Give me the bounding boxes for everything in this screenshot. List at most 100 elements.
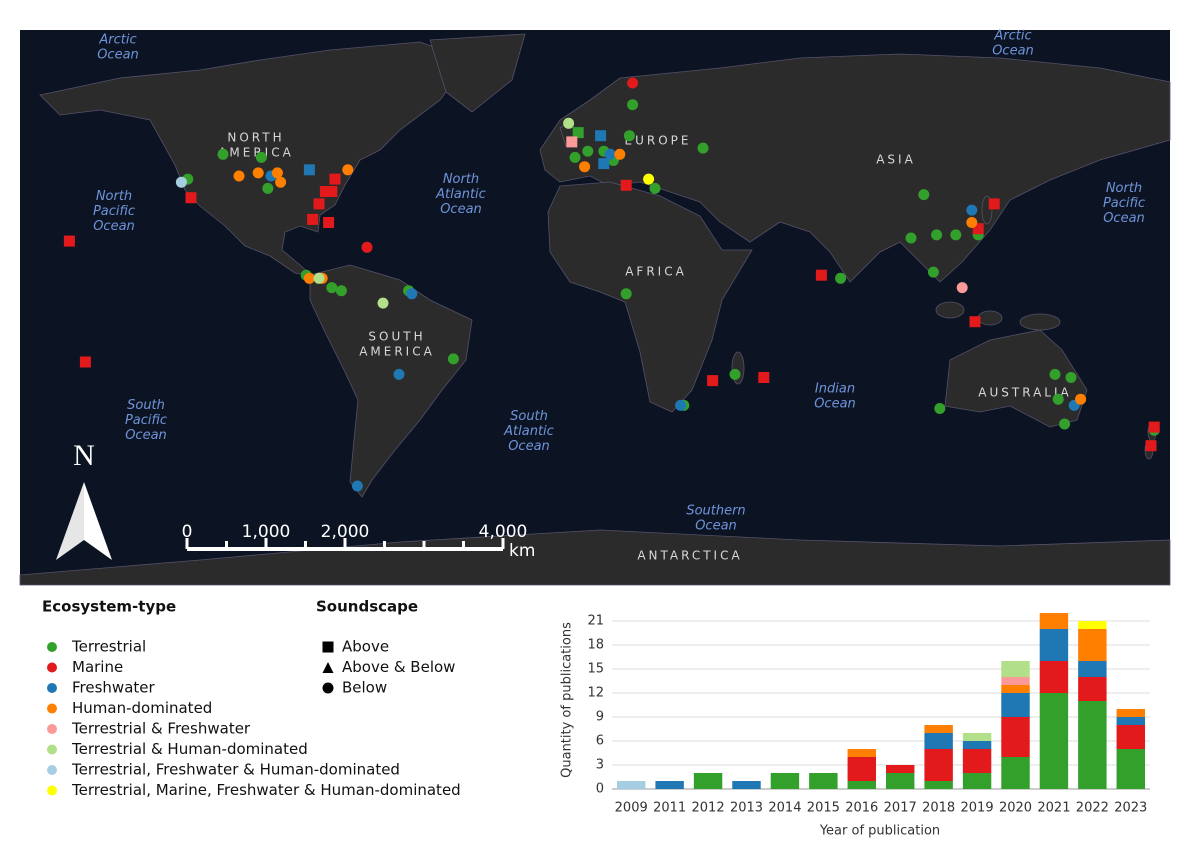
legend-label: Terrestrial (71, 638, 146, 656)
continent-label: ASIA (876, 153, 916, 167)
bar-segment (962, 741, 992, 749)
marker (326, 282, 338, 294)
bar-segment (847, 781, 877, 789)
legend-title: Soundscape (316, 598, 418, 616)
bar-segment (1078, 661, 1107, 677)
marker (934, 403, 946, 414)
marker (579, 161, 591, 173)
bar-segment (924, 733, 953, 749)
marker (307, 213, 319, 225)
bar-segment (770, 773, 800, 789)
bar-segment (1078, 701, 1107, 789)
x-axis-label: Year of publication (819, 824, 940, 839)
marker (969, 316, 981, 328)
bar-segment (1116, 717, 1146, 725)
marker (185, 192, 197, 204)
marker (572, 127, 584, 139)
marker (620, 288, 632, 300)
marker (447, 353, 459, 365)
bar-segment (847, 757, 877, 781)
north-america (39, 41, 471, 277)
island (1019, 313, 1061, 331)
bar-segment (962, 773, 992, 789)
bar-segment (1039, 629, 1069, 661)
legend-swatch (47, 765, 57, 775)
legend-label: Below (342, 679, 387, 697)
y-tick-label: 12 (587, 686, 604, 701)
marker (918, 189, 930, 201)
ocean-label: Southern Ocean (686, 503, 745, 533)
marker (323, 217, 335, 228)
scale-unit: km (509, 541, 535, 561)
bar-segment (962, 733, 992, 741)
bar-segment (1078, 677, 1107, 701)
south-america (309, 264, 473, 498)
marker (627, 99, 639, 111)
marker (758, 372, 770, 383)
marker (351, 480, 363, 492)
scale-label: 2,000 (321, 522, 370, 542)
marker (303, 164, 315, 176)
marker (614, 148, 626, 160)
marker (675, 399, 687, 411)
continent-label: EUROPE (625, 134, 692, 148)
island (935, 301, 965, 319)
y-tick-label: 0 (596, 782, 604, 797)
x-tick-label: 2013 (730, 801, 763, 816)
y-tick-label: 9 (596, 710, 604, 725)
x-tick-label: 2018 (922, 801, 955, 816)
legend-label: Terrestrial & Freshwater (71, 720, 251, 738)
y-tick-label: 6 (596, 734, 604, 749)
ocean-label: Indian Ocean (814, 381, 856, 411)
marker (406, 288, 418, 300)
bar-segment (1078, 629, 1107, 661)
marker (927, 266, 939, 278)
marker (322, 641, 334, 653)
y-tick-label: 3 (596, 758, 604, 773)
marker (326, 186, 338, 197)
marker (262, 182, 274, 194)
marker (217, 148, 229, 160)
marker (972, 223, 984, 235)
x-tick-label: 2017 (884, 801, 917, 816)
marker (322, 662, 334, 673)
legend-label: Human-dominated (72, 699, 212, 717)
marker (303, 272, 315, 284)
marker (643, 173, 655, 185)
legend-swatch (47, 744, 57, 755)
bar-segment (809, 773, 838, 789)
continent-label: SOUTH AMERICA (359, 329, 435, 358)
marker (604, 148, 616, 160)
marker (329, 173, 341, 185)
marker (313, 272, 325, 284)
marker (175, 176, 187, 188)
bar-segment (1039, 613, 1069, 629)
legend: Ecosystem-type Soundscape Terrestrial Mar… (42, 598, 461, 800)
bar-segment (1039, 693, 1069, 789)
marker (905, 232, 917, 244)
north-arrow (84, 482, 112, 560)
marker (1059, 418, 1071, 430)
x-tick-label: 2022 (1076, 801, 1109, 816)
bar-segment (1001, 717, 1030, 757)
x-tick-label: 2014 (768, 801, 801, 816)
bar-segment (1116, 749, 1146, 789)
island (977, 310, 1003, 326)
north-arrow (56, 482, 84, 560)
marker (79, 356, 91, 368)
marker (233, 170, 245, 182)
bar-segment (924, 781, 953, 789)
marker (1049, 368, 1061, 380)
scale-label: 1,000 (242, 522, 291, 542)
bar-segment (885, 765, 915, 773)
scale-label: 4,000 (479, 522, 528, 542)
legend-swatch (47, 662, 57, 673)
ocean-label: South Atlantic Ocean (503, 409, 554, 454)
marker (835, 272, 847, 284)
marker (582, 145, 594, 157)
ocean-label: Arctic Ocean (992, 28, 1034, 58)
map: Arctic Ocean Arctic Ocean North Pacific Ocea… (19, 28, 1171, 586)
bar-segment (1001, 677, 1030, 685)
marker (966, 204, 978, 216)
